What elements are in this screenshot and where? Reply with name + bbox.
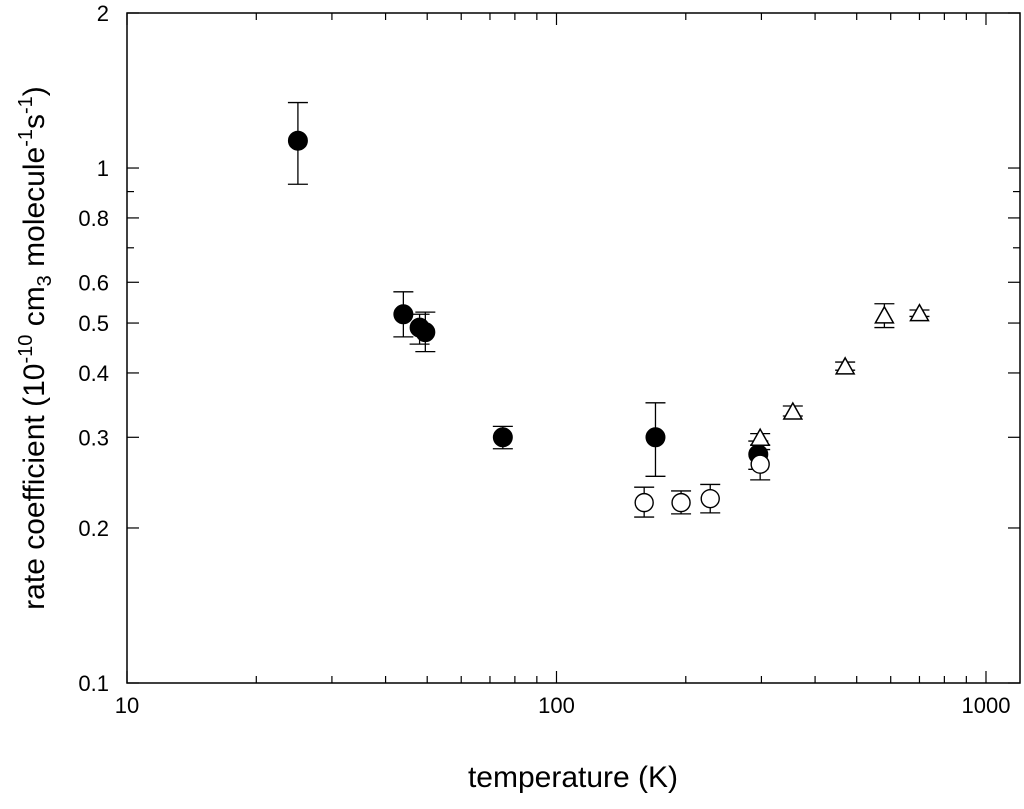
y-tick-label: 1 — [97, 156, 109, 181]
data-point — [634, 486, 655, 518]
data-point — [287, 101, 308, 185]
open-triangle-marker — [909, 303, 930, 322]
x-tick-label: 100 — [538, 693, 575, 718]
x-tick-label: 1000 — [962, 693, 1011, 718]
x-tick-label: 10 — [115, 693, 139, 718]
y-tick-label: 0.1 — [78, 671, 109, 696]
data-point — [415, 311, 436, 353]
filled-circle-marker — [287, 130, 308, 151]
data-point — [645, 402, 666, 477]
data-point — [782, 401, 804, 420]
open-triangle-marker — [749, 427, 771, 446]
open-triangle-marker — [874, 305, 895, 324]
y-tick-label: 2 — [97, 1, 109, 26]
plot-frame — [126, 12, 1021, 684]
axis-ticks — [126, 12, 1020, 684]
y-tick-label: 0.3 — [78, 425, 109, 450]
open-triangle-marker — [834, 356, 856, 375]
y-tick-label: 0.2 — [78, 516, 109, 541]
x-axis-title: temperature (K) — [468, 761, 678, 794]
data-point — [909, 303, 930, 322]
y-tick-label: 0.4 — [78, 361, 109, 386]
open-circle-marker — [634, 492, 654, 513]
data-point — [749, 427, 771, 446]
data-point — [671, 490, 692, 515]
data-point — [834, 356, 856, 375]
open-circle-marker — [700, 488, 720, 509]
y-tick-label: 0.8 — [78, 206, 109, 231]
data-point — [874, 303, 895, 329]
filled-circle-marker — [645, 427, 666, 448]
filled-circle-marker — [492, 427, 513, 448]
data-points — [287, 101, 930, 518]
data-point — [492, 425, 513, 450]
data-point — [750, 448, 771, 481]
open-circle-marker — [750, 454, 770, 474]
y-tick-label: 0.6 — [78, 270, 109, 295]
filled-circle-marker — [415, 322, 436, 343]
open-circle-marker — [671, 492, 691, 513]
y-axis-title: rate coefficient (10-10 cm3 molecule-1s-… — [15, 86, 56, 610]
axis-tick-labels: 10 100 1000 0.1 0.2 0.3 0.4 0.5 0.6 0.8 1 2 — [78, 1, 1010, 718]
open-triangle-marker — [782, 401, 804, 420]
data-point — [700, 483, 721, 514]
y-tick-label: 0.5 — [78, 311, 109, 336]
